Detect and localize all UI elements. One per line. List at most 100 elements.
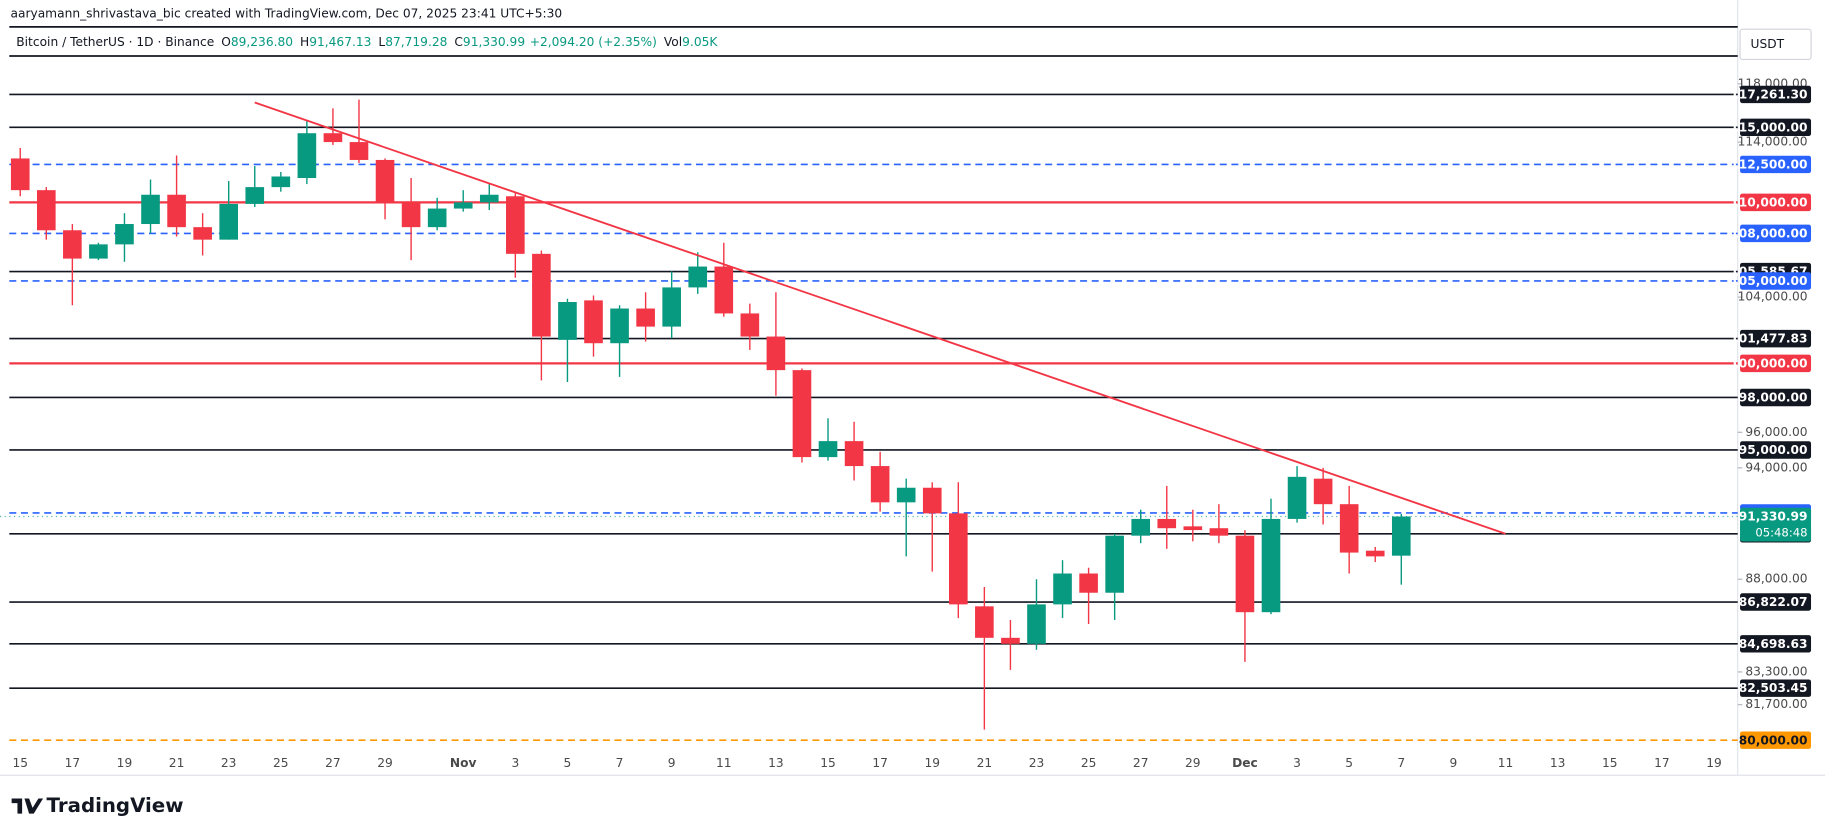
candle-body xyxy=(1365,550,1385,557)
countdown: 05:48:48 xyxy=(1755,525,1807,539)
candle-body xyxy=(688,266,708,288)
candle-body xyxy=(506,196,525,254)
x-tick-label: 15 xyxy=(12,756,28,770)
candle-body xyxy=(1235,535,1255,613)
candle-body xyxy=(766,336,786,371)
candle-body xyxy=(1339,504,1359,553)
brand-name: TradingView xyxy=(47,794,184,817)
x-tick-label: 27 xyxy=(325,756,341,770)
candle-body xyxy=(792,370,812,458)
level-label: 86,822.07 xyxy=(1739,595,1808,609)
level-label-box xyxy=(1740,441,1812,459)
candle-body xyxy=(714,266,734,314)
x-tick-label: 7 xyxy=(1397,756,1405,770)
x-tick-label: Nov xyxy=(450,756,477,770)
x-tick-label: 9 xyxy=(668,756,676,770)
level-label-box xyxy=(1740,388,1812,407)
x-tick-label: 7 xyxy=(616,756,624,770)
y-tick-label: 104,000.00 xyxy=(1738,290,1808,304)
candle-body xyxy=(1053,573,1072,605)
candle-body xyxy=(584,300,603,344)
x-tick-label: 17 xyxy=(872,756,888,770)
legend-key: H xyxy=(300,34,309,48)
candle-body xyxy=(1027,604,1046,644)
candle-body xyxy=(63,230,82,259)
candle-body xyxy=(141,194,160,225)
x-tick-label: 15 xyxy=(1602,756,1618,770)
candle-body xyxy=(1001,637,1020,644)
legend-key: C xyxy=(454,34,463,48)
x-tick-label: 17 xyxy=(1654,756,1670,770)
x-tick-label: 23 xyxy=(221,756,237,770)
candle-body xyxy=(401,202,421,228)
level-label: 100,000.00 xyxy=(1730,356,1807,370)
candle-body xyxy=(870,466,890,503)
candle-body xyxy=(662,287,681,327)
y-tick-label: 96,000.00 xyxy=(1745,425,1807,439)
volume-key: Vol xyxy=(664,34,682,48)
candle-body xyxy=(375,159,395,203)
legend-value: 89,236.80 xyxy=(231,34,293,48)
level-label: 117,261.30 xyxy=(1730,88,1807,102)
candle-body xyxy=(36,190,56,231)
y-tick-label: 81,700.00 xyxy=(1745,697,1807,711)
currency: USDT xyxy=(1751,37,1785,51)
candle-body xyxy=(922,487,942,514)
level-label-box xyxy=(1740,354,1812,373)
x-tick-label: 19 xyxy=(1706,756,1722,770)
candle-body xyxy=(740,313,760,337)
level-label-box xyxy=(1740,272,1812,290)
candle-body xyxy=(975,606,994,638)
level-label: 82,503.45 xyxy=(1739,681,1808,695)
x-tick-label: Dec xyxy=(1232,756,1258,770)
candle-body xyxy=(89,244,108,259)
candle-body xyxy=(948,513,968,605)
trendline xyxy=(254,101,1506,535)
x-tick-label: 25 xyxy=(273,756,289,770)
change: +2,094.20 (+2.35%) xyxy=(530,34,657,48)
level-label-box xyxy=(1740,193,1812,212)
x-tick-label: 11 xyxy=(716,756,732,770)
plot-area xyxy=(0,93,1738,742)
level-label: 101,477.83 xyxy=(1730,332,1807,346)
candle-body xyxy=(115,224,134,245)
y-tick-label: 88,000.00 xyxy=(1745,572,1807,586)
candle-body xyxy=(844,441,864,467)
candle-body xyxy=(1391,516,1411,556)
y-tick-label: 114,000.00 xyxy=(1738,135,1808,149)
x-tick-label: 13 xyxy=(1550,756,1566,770)
level-label-box xyxy=(1740,329,1812,348)
candle-body xyxy=(1209,528,1229,536)
candle-body xyxy=(219,203,239,240)
brand-logo: TradingView xyxy=(11,794,184,817)
candle-body xyxy=(1105,535,1124,593)
candle-body xyxy=(245,187,265,204)
x-tick-label: 17 xyxy=(65,756,81,770)
x-tick-label: 3 xyxy=(1293,756,1301,770)
legend-key: L xyxy=(378,34,385,48)
currency-box xyxy=(1739,28,1812,61)
level-label-box xyxy=(1740,85,1812,104)
x-tick-label: 9 xyxy=(1450,756,1458,770)
watermark: aaryamann_shrivastava_bic created with T… xyxy=(10,7,562,21)
x-tick-label: 29 xyxy=(1185,756,1201,770)
x-tick-label: 15 xyxy=(820,756,836,770)
legend-value: 87,719.28 xyxy=(385,34,447,48)
y-tick-label: 94,000.00 xyxy=(1745,460,1807,474)
candle-body xyxy=(818,441,838,458)
candle-body xyxy=(10,158,30,191)
level-label: 95,000.00 xyxy=(1739,443,1808,457)
legend-value: 91,467.13 xyxy=(309,34,371,48)
x-tick-label: 25 xyxy=(1081,756,1097,770)
symbol: Bitcoin / TetherUS · 1D · Binance xyxy=(16,34,214,48)
y-tick-label: 83,300.00 xyxy=(1745,664,1807,678)
level-label-box xyxy=(1740,155,1812,174)
candle-body xyxy=(167,194,186,228)
level-label: 110,000.00 xyxy=(1730,195,1807,209)
candle-body xyxy=(453,202,473,209)
candle-body xyxy=(1079,573,1098,593)
logo-mark xyxy=(11,798,44,814)
candle-body xyxy=(349,142,369,160)
